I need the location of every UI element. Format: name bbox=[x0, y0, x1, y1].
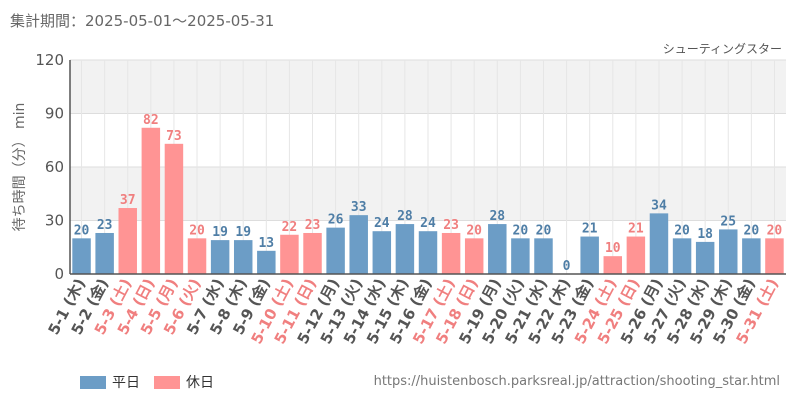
bars bbox=[72, 127, 784, 275]
bar bbox=[511, 238, 530, 274]
legend: 平日 休日 bbox=[80, 372, 214, 392]
bar-value-label: 21 bbox=[582, 222, 598, 237]
legend-swatch-weekday bbox=[80, 375, 106, 389]
wait-time-bar-chart: 20 23 37 82 73 20 19 19 13 22 23 26 33 24 28 24 23 20 28 20… bbox=[12, 42, 786, 347]
bar-value-label: 18 bbox=[697, 227, 713, 242]
bar bbox=[187, 238, 207, 274]
bar-value-label: 20 bbox=[674, 223, 690, 238]
bar bbox=[695, 241, 715, 274]
bar-value-label: 33 bbox=[351, 200, 367, 215]
bar-value-label: 20 bbox=[74, 223, 90, 238]
bar-value-label: 20 bbox=[189, 223, 205, 238]
bar bbox=[464, 238, 484, 274]
source-url: https://huistenbosch.parksreal.jp/attrac… bbox=[373, 374, 780, 389]
bar bbox=[303, 232, 322, 274]
legend-label-holiday: 休日 bbox=[186, 375, 214, 391]
bar bbox=[141, 127, 161, 275]
bar bbox=[95, 232, 114, 274]
bar-value-label: 37 bbox=[120, 193, 136, 208]
bar-value-label: 73 bbox=[166, 129, 182, 144]
bar bbox=[118, 208, 137, 274]
bar bbox=[349, 215, 368, 274]
bar-value-labels: 20 23 37 82 73 20 19 19 13 22 23 26 33 24 28 24 23 20 28 20… bbox=[74, 113, 783, 274]
bar bbox=[603, 256, 623, 274]
bar-value-label: 28 bbox=[397, 209, 413, 224]
legend-swatch-holiday bbox=[154, 375, 180, 389]
bar-value-label: 34 bbox=[651, 198, 667, 213]
bar bbox=[257, 250, 276, 274]
bar-value-label: 24 bbox=[420, 216, 436, 231]
bar-value-label: 20 bbox=[466, 223, 482, 238]
bar bbox=[418, 231, 438, 274]
bar-value-label: 23 bbox=[305, 218, 321, 233]
y-tick-label: 90 bbox=[45, 105, 64, 123]
bar-value-label: 21 bbox=[628, 222, 644, 237]
y-tick-label: 60 bbox=[45, 158, 64, 176]
bar-value-label: 25 bbox=[720, 214, 736, 229]
chart-title: シューティングスター bbox=[663, 42, 782, 56]
bar-value-label: 19 bbox=[212, 225, 228, 240]
bar bbox=[742, 238, 761, 274]
bar bbox=[580, 236, 599, 274]
legend-item-holiday: 休日 bbox=[154, 372, 214, 392]
bar bbox=[395, 224, 415, 274]
bar bbox=[233, 240, 253, 274]
bar-value-label: 82 bbox=[143, 113, 159, 128]
bar bbox=[649, 213, 669, 274]
y-axis-label: 待ち時間（分） min bbox=[12, 103, 28, 232]
bar-value-label: 19 bbox=[235, 225, 251, 240]
y-tick-label: 120 bbox=[35, 51, 64, 69]
bar bbox=[210, 240, 230, 274]
bar-value-label: 24 bbox=[374, 216, 390, 231]
bar bbox=[719, 229, 738, 274]
bar-value-label: 20 bbox=[744, 223, 760, 238]
bar bbox=[372, 231, 392, 274]
y-tick-label: 0 bbox=[54, 265, 64, 283]
bar bbox=[441, 232, 461, 274]
bar-value-label: 0 bbox=[563, 259, 571, 274]
bar-value-label: 23 bbox=[443, 218, 459, 233]
bar-value-label: 28 bbox=[489, 209, 505, 224]
bar bbox=[488, 224, 507, 274]
bar bbox=[280, 234, 299, 274]
legend-item-weekday: 平日 bbox=[80, 372, 140, 392]
bar bbox=[326, 227, 345, 274]
bar bbox=[626, 236, 646, 274]
y-tick-label: 30 bbox=[45, 212, 64, 230]
bar bbox=[164, 143, 184, 274]
bar bbox=[672, 238, 692, 274]
legend-label-weekday: 平日 bbox=[112, 375, 140, 391]
bar-value-label: 13 bbox=[258, 236, 274, 251]
bar bbox=[765, 238, 784, 274]
aggregation-period: 集計期間：2025-05-01～2025-05-31 bbox=[10, 12, 275, 30]
bar-value-label: 20 bbox=[513, 223, 529, 238]
bar-value-label: 10 bbox=[605, 241, 621, 256]
bar-value-label: 20 bbox=[536, 223, 552, 238]
bar bbox=[534, 238, 553, 274]
bar-value-label: 22 bbox=[282, 220, 298, 235]
bar bbox=[72, 238, 91, 274]
bar-value-label: 20 bbox=[767, 223, 783, 238]
bar-value-label: 26 bbox=[328, 213, 344, 228]
bar-value-label: 23 bbox=[97, 218, 113, 233]
